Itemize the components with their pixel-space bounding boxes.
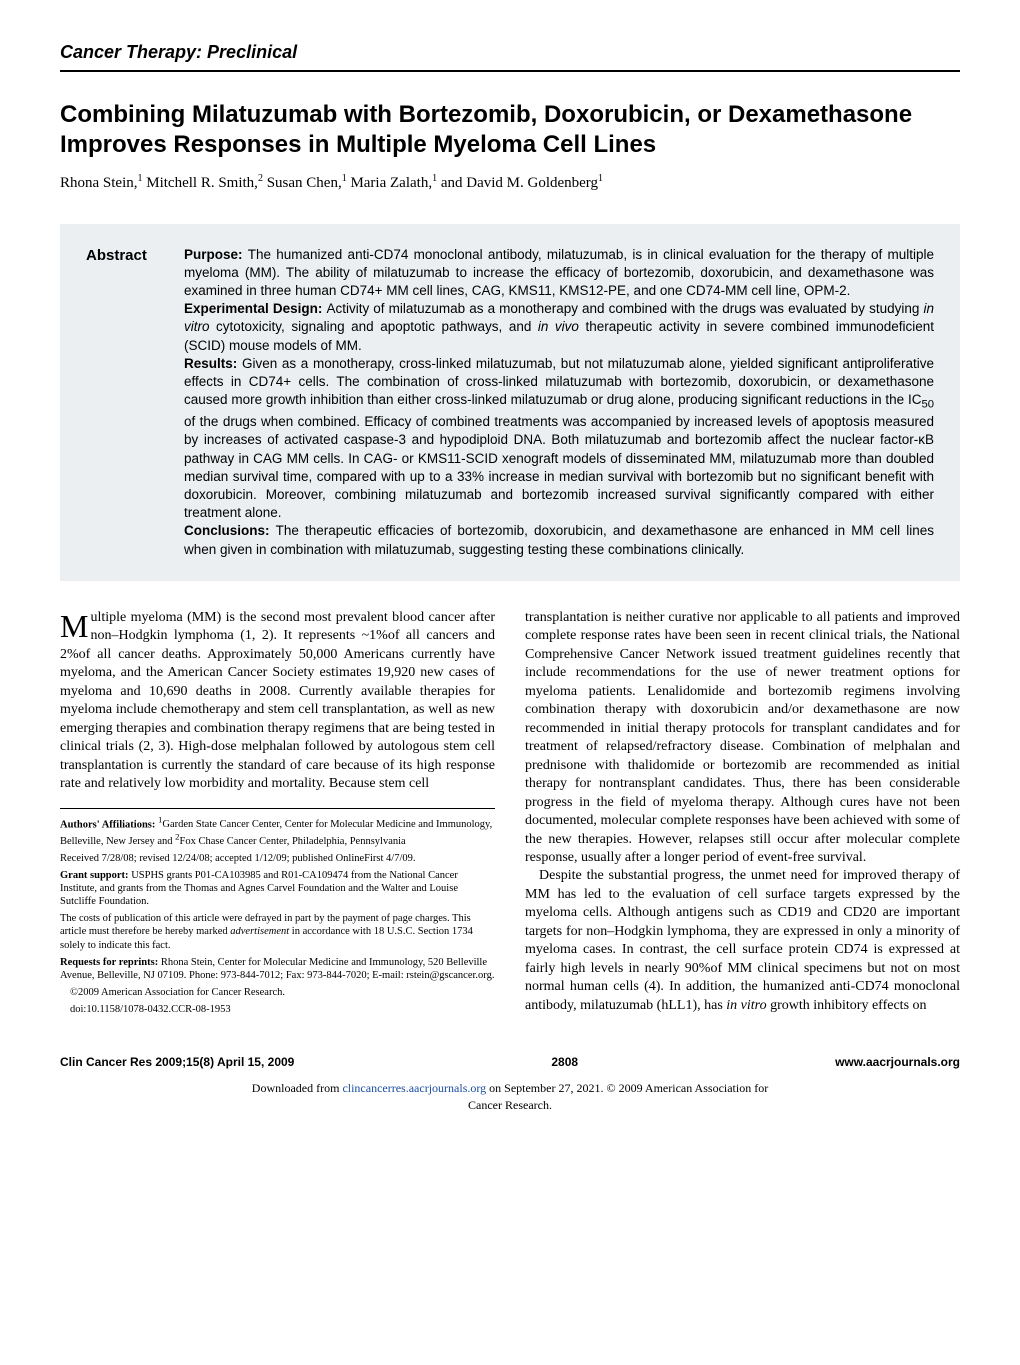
authors-line: Rhona Stein,1 Mitchell R. Smith,2 Susan … xyxy=(60,172,960,193)
footer-journal: Clin Cancer Res 2009;15(8) April 15, 200… xyxy=(60,1054,294,1070)
body-paragraph: Multiple myeloma (MM) is the second most… xyxy=(60,609,495,794)
footnote-label: Requests for reprints: xyxy=(60,957,158,968)
abstract-section-label: Conclusions: xyxy=(184,523,276,538)
abstract-section-label: Experimental Design: xyxy=(184,301,326,316)
footnote-doi: doi:10.1158/1078-0432.CCR-08-1953 xyxy=(60,1003,495,1016)
footnote-label: Authors' Affiliations: xyxy=(60,819,155,830)
footnote-copyright: ©2009 American Association for Cancer Re… xyxy=(60,986,495,999)
abstract-section-text: The therapeutic efficacies of bortezomib… xyxy=(184,523,934,556)
column-left: Multiple myeloma (MM) is the second most… xyxy=(60,609,495,1020)
section-header: Cancer Therapy: Preclinical xyxy=(60,40,960,72)
abstract-section-text: The humanized anti-CD74 monoclonal antib… xyxy=(184,247,934,298)
footnote-grant: Grant support: USPHS grants P01-CA103985… xyxy=(60,869,495,908)
body-text: ultiple myeloma (MM) is the second most … xyxy=(60,610,495,791)
footnote-reprints: Requests for reprints: Rhona Stein, Cent… xyxy=(60,956,495,982)
abstract-section-label: Purpose: xyxy=(184,247,248,262)
body-paragraph: Despite the substantial progress, the un… xyxy=(525,867,960,1015)
footnote-label: Grant support: xyxy=(60,870,129,881)
article-title: Combining Milatuzumab with Bortezomib, D… xyxy=(60,100,960,160)
download-note: Downloaded from clincancerres.aacrjourna… xyxy=(60,1080,960,1112)
download-link[interactable]: clincancerres.aacrjournals.org xyxy=(342,1081,486,1095)
footer-page-number: 2808 xyxy=(551,1054,578,1070)
column-right: transplantation is neither curative nor … xyxy=(525,609,960,1020)
body-columns: Multiple myeloma (MM) is the second most… xyxy=(60,609,960,1020)
abstract-body: Purpose: The humanized anti-CD74 monoclo… xyxy=(184,246,934,559)
download-middle: on September 27, 2021. © 2009 American A… xyxy=(486,1081,768,1095)
download-line2: Cancer Research. xyxy=(468,1098,552,1112)
footnote-received: Received 7/28/08; revised 12/24/08; acce… xyxy=(60,852,495,865)
footnote-affiliations: Authors' Affiliations: 1Garden State Can… xyxy=(60,815,495,848)
footnote-costs: The costs of publication of this article… xyxy=(60,912,495,951)
page-footer: Clin Cancer Res 2009;15(8) April 15, 200… xyxy=(60,1048,960,1070)
abstract-label: Abstract xyxy=(86,246,164,559)
footnotes-block: Authors' Affiliations: 1Garden State Can… xyxy=(60,808,495,1017)
abstract-box: Abstract Purpose: The humanized anti-CD7… xyxy=(60,224,960,581)
abstract-section-text: Given as a monotherapy, cross-linked mil… xyxy=(184,356,934,520)
footer-url: www.aacrjournals.org xyxy=(835,1054,960,1070)
dropcap: M xyxy=(60,609,90,641)
abstract-section-label: Results: xyxy=(184,356,242,371)
body-paragraph: transplantation is neither curative nor … xyxy=(525,609,960,868)
download-prefix: Downloaded from xyxy=(252,1081,343,1095)
